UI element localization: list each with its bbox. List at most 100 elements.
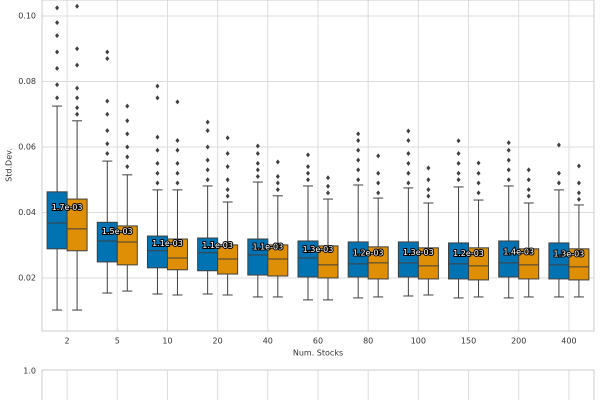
- outlier: [125, 118, 130, 124]
- outlier: [55, 65, 60, 71]
- box: [347, 241, 369, 278]
- outlier: [255, 173, 260, 179]
- outlier: [406, 170, 411, 176]
- outlier: [406, 137, 411, 143]
- outlier: [426, 165, 431, 171]
- outlier: [205, 119, 210, 125]
- outlier: [356, 131, 361, 137]
- y-tick-label: 0.06: [18, 143, 36, 152]
- annotation: 1.7e-03: [52, 203, 83, 212]
- outlier: [456, 177, 461, 183]
- outlier: [426, 187, 431, 193]
- box: [46, 191, 68, 250]
- outlier: [275, 173, 280, 179]
- box: [468, 247, 490, 281]
- outlier: [55, 33, 60, 39]
- outlier: [105, 49, 110, 55]
- outlier: [155, 95, 160, 101]
- outlier: [205, 144, 210, 150]
- x-tick-label: 150: [461, 337, 476, 346]
- outlier: [275, 187, 280, 193]
- outlier: [526, 177, 531, 183]
- outlier: [306, 177, 310, 183]
- outlier: [506, 147, 511, 153]
- outlier: [506, 140, 511, 146]
- outlier: [175, 180, 180, 186]
- outlier: [75, 105, 80, 111]
- outlier: [155, 134, 160, 140]
- outlier: [376, 180, 381, 186]
- outlier: [75, 62, 80, 68]
- outlier: [476, 170, 481, 176]
- outlier: [225, 187, 230, 193]
- outlier: [356, 177, 361, 183]
- outlier: [506, 177, 511, 183]
- outlier: [75, 111, 80, 117]
- outlier: [55, 95, 60, 101]
- x-tick-label: 10: [162, 337, 172, 346]
- outlier: [306, 164, 310, 170]
- x-tick-label: 5: [115, 337, 120, 346]
- outlier: [205, 157, 210, 163]
- y-axis-label: Std.Dev.: [5, 148, 14, 182]
- x-tick-label: 400: [561, 337, 576, 346]
- outlier: [326, 183, 330, 189]
- outlier: [456, 170, 461, 176]
- outlier: [576, 196, 581, 202]
- outlier: [406, 180, 411, 186]
- annotation: 1.4e-03: [503, 247, 534, 256]
- box: [166, 238, 188, 271]
- outlier: [125, 164, 130, 170]
- outlier: [255, 160, 260, 166]
- y-tick-label: 0.10: [18, 12, 36, 21]
- x-tick-label: 2: [65, 337, 70, 346]
- outlier: [175, 147, 180, 153]
- x-tick-label: 20: [213, 337, 223, 346]
- outlier: [526, 167, 531, 173]
- outlier: [275, 180, 280, 186]
- box: [417, 247, 439, 280]
- box: [518, 248, 540, 280]
- outlier: [326, 190, 330, 196]
- box: [317, 245, 339, 279]
- outlier: [426, 177, 431, 183]
- outlier: [105, 141, 110, 147]
- outlier: [356, 137, 361, 143]
- outlier: [155, 170, 160, 176]
- outlier: [55, 82, 60, 88]
- annotation: 1.2e-03: [353, 248, 384, 257]
- outlier: [356, 167, 361, 173]
- x-tick-label: 60: [313, 337, 323, 346]
- annotation: 1.1e-03: [152, 239, 183, 248]
- outlier: [526, 193, 531, 199]
- outlier: [155, 83, 160, 89]
- outlier: [225, 177, 230, 183]
- outlier: [456, 138, 461, 144]
- outlier: [476, 180, 481, 186]
- outlier: [125, 144, 130, 150]
- x-tick-label: 40: [263, 337, 273, 346]
- outlier: [476, 160, 481, 166]
- outlier: [376, 170, 381, 176]
- x-tick-label: 200: [511, 337, 526, 346]
- outlier: [175, 99, 180, 105]
- box: [116, 225, 138, 266]
- annotation: 1.3e-03: [554, 249, 585, 258]
- outlier: [125, 131, 130, 137]
- outlier: [205, 128, 210, 134]
- outlier: [556, 170, 561, 176]
- annotation: 1.5e-03: [102, 227, 133, 236]
- outlier: [356, 157, 361, 163]
- annotation: 1.3e-03: [303, 245, 334, 254]
- outlier: [225, 164, 230, 170]
- box: [267, 244, 289, 277]
- y-tick-label: 0.04: [18, 208, 36, 217]
- outlier: [225, 135, 230, 141]
- outlier: [125, 103, 130, 109]
- outlier: [476, 190, 481, 196]
- outlier: [576, 180, 581, 186]
- outlier: [376, 153, 381, 159]
- outlier: [306, 152, 310, 158]
- outlier: [576, 190, 581, 196]
